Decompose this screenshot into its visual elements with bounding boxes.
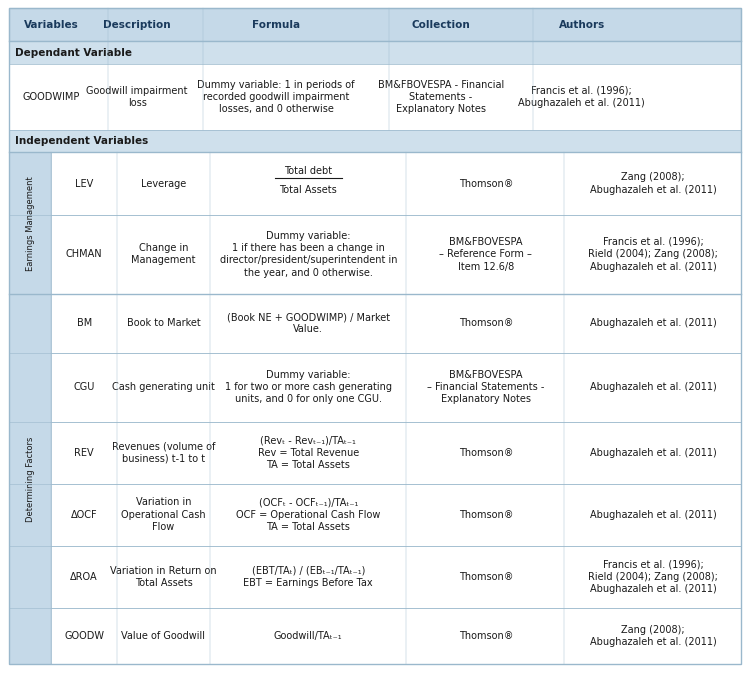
Text: Abughazaleh et al. (2011): Abughazaleh et al. (2011) xyxy=(589,510,716,520)
Text: Total Assets: Total Assets xyxy=(279,186,337,195)
Bar xyxy=(9,64,741,130)
Text: GOODW: GOODW xyxy=(64,631,104,641)
Text: Variables: Variables xyxy=(24,20,78,30)
Text: Thomson®: Thomson® xyxy=(459,572,513,582)
Bar xyxy=(9,130,741,152)
Text: Zang (2008);
Abughazaleh et al. (2011): Zang (2008); Abughazaleh et al. (2011) xyxy=(589,172,716,195)
Bar xyxy=(52,294,741,353)
Text: Collection: Collection xyxy=(412,20,471,30)
Bar xyxy=(9,41,741,64)
Bar xyxy=(9,294,52,664)
Text: Value of Goodwill: Value of Goodwill xyxy=(122,631,205,641)
Text: Book to Market: Book to Market xyxy=(126,318,200,328)
Text: Change in
Management: Change in Management xyxy=(131,243,196,266)
Bar xyxy=(52,152,741,215)
Text: Abughazaleh et al. (2011): Abughazaleh et al. (2011) xyxy=(589,382,716,392)
Bar xyxy=(9,152,52,294)
Text: Francis et al. (1996);
Rield (2004); Zang (2008);
Abughazaleh et al. (2011): Francis et al. (1996); Rield (2004); Zan… xyxy=(588,560,718,594)
Text: Dummy variable:
1 if there has been a change in
director/president/superintenden: Dummy variable: 1 if there has been a ch… xyxy=(220,230,397,278)
Text: Total debt: Total debt xyxy=(285,166,332,176)
Text: (OCFₜ - OCFₜ₋₁)/TAₜ₋₁
OCF = Operational Cash Flow
TA = Total Assets: (OCFₜ - OCFₜ₋₁)/TAₜ₋₁ OCF = Operational … xyxy=(236,497,380,532)
Text: (Revₜ - Revₜ₋₁)/TAₜ₋₁
Rev = Total Revenue
TA = Total Assets: (Revₜ - Revₜ₋₁)/TAₜ₋₁ Rev = Total Revenu… xyxy=(258,435,359,470)
Bar xyxy=(52,215,741,294)
Text: BM: BM xyxy=(76,318,92,328)
Bar xyxy=(52,484,741,546)
Bar xyxy=(52,546,741,608)
Text: Abughazaleh et al. (2011): Abughazaleh et al. (2011) xyxy=(589,318,716,328)
Text: Francis et al. (1996);
Rield (2004); Zang (2008);
Abughazaleh et al. (2011): Francis et al. (1996); Rield (2004); Zan… xyxy=(588,237,718,272)
Text: Thomson®: Thomson® xyxy=(459,318,513,328)
Text: GOODWIMP: GOODWIMP xyxy=(22,92,80,102)
Text: Authors: Authors xyxy=(559,20,605,30)
Bar xyxy=(52,353,741,422)
Text: Francis et al. (1996);
Abughazaleh et al. (2011): Francis et al. (1996); Abughazaleh et al… xyxy=(518,86,645,108)
Text: Description: Description xyxy=(103,20,171,30)
Text: Zang (2008);
Abughazaleh et al. (2011): Zang (2008); Abughazaleh et al. (2011) xyxy=(589,625,716,647)
Text: Thomson®: Thomson® xyxy=(459,510,513,520)
Text: REV: REV xyxy=(75,448,94,457)
Text: ΔOCF: ΔOCF xyxy=(71,510,98,520)
Bar xyxy=(52,608,741,664)
Text: BM&FBOVESPA
– Financial Statements -
Explanatory Notes: BM&FBOVESPA – Financial Statements - Exp… xyxy=(427,370,545,404)
Text: Abughazaleh et al. (2011): Abughazaleh et al. (2011) xyxy=(589,448,716,457)
Bar xyxy=(52,422,741,484)
Text: Independent Variables: Independent Variables xyxy=(15,136,148,146)
Text: Leverage: Leverage xyxy=(141,179,186,188)
Text: Earnings Management: Earnings Management xyxy=(25,176,34,270)
Text: Dummy variable: 1 in periods of
recorded goodwill impairment
losses, and 0 other: Dummy variable: 1 in periods of recorded… xyxy=(197,79,355,115)
Text: Goodwill/TAₜ₋₁: Goodwill/TAₜ₋₁ xyxy=(274,631,343,641)
Text: CHMAN: CHMAN xyxy=(66,249,102,259)
Bar xyxy=(9,8,741,41)
Text: LEV: LEV xyxy=(75,179,93,188)
Text: Variation in
Operational Cash
Flow: Variation in Operational Cash Flow xyxy=(121,497,205,532)
Text: Determining Factors: Determining Factors xyxy=(25,437,34,522)
Text: Dependant Variable: Dependant Variable xyxy=(15,48,131,58)
Text: Thomson®: Thomson® xyxy=(459,179,513,188)
Text: (EBT/TAₜ) / (EBₜ₋₁/TAₜ₋₁)
EBT = Earnings Before Tax: (EBT/TAₜ) / (EBₜ₋₁/TAₜ₋₁) EBT = Earnings… xyxy=(244,566,373,588)
Text: Goodwill impairment
loss: Goodwill impairment loss xyxy=(87,86,187,108)
Text: ΔROA: ΔROA xyxy=(70,572,98,582)
Text: Formula: Formula xyxy=(252,20,300,30)
Text: Thomson®: Thomson® xyxy=(459,448,513,457)
Text: Thomson®: Thomson® xyxy=(459,631,513,641)
Text: BM&FBOVESPA
– Reference Form –
Item 12.6/8: BM&FBOVESPA – Reference Form – Item 12.6… xyxy=(439,237,533,272)
Text: CGU: CGU xyxy=(73,382,95,392)
Text: BM&FBOVESPA - Financial
Statements -
Explanatory Notes: BM&FBOVESPA - Financial Statements - Exp… xyxy=(378,79,504,115)
Text: Revenues (volume of
business) t-1 to t: Revenues (volume of business) t-1 to t xyxy=(112,442,215,464)
Text: Dummy variable:
1 for two or more cash generating
units, and 0 for only one CGU.: Dummy variable: 1 for two or more cash g… xyxy=(225,370,391,404)
Text: Variation in Return on
Total Assets: Variation in Return on Total Assets xyxy=(110,566,217,588)
Text: (Book NE + GOODWIMP) / Market
Value.: (Book NE + GOODWIMP) / Market Value. xyxy=(227,312,390,335)
Text: Cash generating unit: Cash generating unit xyxy=(112,382,215,392)
